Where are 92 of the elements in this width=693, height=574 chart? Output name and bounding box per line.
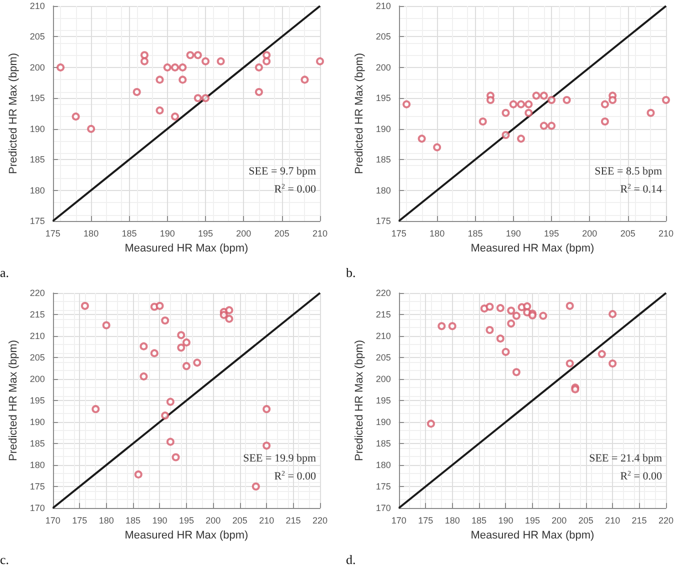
x-tick-label: 205 [274,228,290,238]
x-tick-label: 200 [552,516,567,526]
x-tick-label: 195 [544,228,560,238]
y-tick-label: 190 [30,417,45,427]
x-tick-label: 170 [391,516,406,526]
y-tick-label: 180 [376,460,391,470]
y-tick-label: 200 [376,374,391,384]
x-tick-label: 200 [236,228,252,238]
x-axis-title: Measured HR Max (bpm) [124,242,248,254]
annotation: SEE = 19.9 bpm [243,452,316,464]
y-tick-label: 170 [30,503,45,513]
x-axis-title: Measured HR Max (bpm) [124,530,248,542]
text: b. [346,265,356,280]
x-tick-label: 190 [498,516,514,526]
y-tick-label: 185 [30,438,45,448]
y-tick-label: 180 [30,185,45,196]
y-axis-title: Predicted HR Max (bpm) [8,52,20,174]
x-tick-label: 220 [312,516,328,526]
annotation: SEE = 9.7 bpm [248,166,316,178]
y-tick-label: 190 [30,124,45,134]
y-tick-label: 210 [376,1,391,11]
x-tick-label: 175 [45,228,60,238]
x-tick-label: 200 [206,516,221,526]
y-tick-label: 180 [30,460,45,470]
y-tick-label: 170 [376,503,391,513]
y-tick-label: 210 [30,1,45,11]
y-tick-label: 175 [376,482,391,492]
x-tick-label: 220 [658,516,674,526]
text: d. [346,552,356,567]
y-tick-label: 195 [376,396,391,406]
x-tick-label: 195 [198,228,214,238]
y-tick-label: 185 [30,154,45,165]
y-tick-label: 175 [376,216,391,226]
annotation: SEE = 8.5 bpm [594,166,662,178]
y-tick-label: 220 [376,288,391,298]
y-tick-label: 185 [376,438,391,448]
y-tick-label: 195 [376,93,391,104]
y-tick-label: 185 [376,154,391,165]
y-axis-title: Predicted HR Max (bpm) [354,340,366,462]
y-tick-label: 220 [30,288,45,298]
x-tick-label: 210 [658,228,674,238]
x-tick-label: 185 [468,228,483,238]
y-tick-label: 200 [376,62,391,72]
x-tick-label: 200 [582,228,598,238]
y-axis-title: Predicted HR Max (bpm) [354,52,366,174]
text: a. [0,265,10,280]
y-tick-label: 215 [30,310,45,320]
x-tick-label: 175 [391,228,406,238]
x-tick-label: 190 [152,516,168,526]
x-tick-label: 175 [72,516,88,526]
x-tick-label: 205 [232,516,248,526]
x-tick-label: 180 [98,516,114,526]
x-tick-label: 185 [126,516,141,526]
x-tick-label: 190 [506,228,521,238]
text: c. [0,552,10,567]
y-tick-label: 200 [30,62,45,72]
x-tick-label: 185 [472,516,487,526]
x-tick-label: 180 [430,228,445,238]
x-tick-label: 205 [620,228,636,238]
y-tick-label: 190 [376,417,391,427]
y-tick-label: 205 [376,32,391,42]
x-tick-label: 180 [84,228,99,238]
x-tick-label: 210 [259,516,274,526]
y-tick-label: 215 [376,310,391,320]
x-tick-label: 170 [45,516,60,526]
x-tick-label: 195 [524,516,540,526]
x-tick-label: 210 [605,516,620,526]
y-tick-label: 190 [376,124,391,134]
y-tick-label: 200 [30,374,45,384]
x-tick-label: 175 [418,516,434,526]
y-tick-label: 205 [30,352,45,362]
y-tick-label: 210 [30,331,45,341]
x-tick-label: 205 [578,516,594,526]
y-tick-label: 180 [376,185,391,196]
x-axis-title: Measured HR Max (bpm) [470,530,594,542]
x-tick-label: 180 [444,516,460,526]
y-tick-label: 195 [30,93,45,104]
y-axis-title: Predicted HR Max (bpm) [8,340,20,462]
x-tick-label: 210 [312,228,328,238]
y-tick-label: 175 [30,216,45,226]
y-tick-label: 195 [30,396,45,406]
x-tick-label: 185 [122,228,137,238]
x-axis-title: Measured HR Max (bpm) [470,242,594,254]
x-tick-label: 190 [160,228,175,238]
y-tick-label: 205 [30,32,45,42]
x-tick-label: 215 [632,516,647,526]
y-tick-label: 205 [376,352,391,362]
annotation: SEE = 21.4 bpm [589,452,662,464]
x-tick-label: 195 [178,516,194,526]
y-tick-label: 175 [30,482,45,492]
y-tick-label: 210 [376,331,391,341]
x-tick-label: 215 [286,516,301,526]
